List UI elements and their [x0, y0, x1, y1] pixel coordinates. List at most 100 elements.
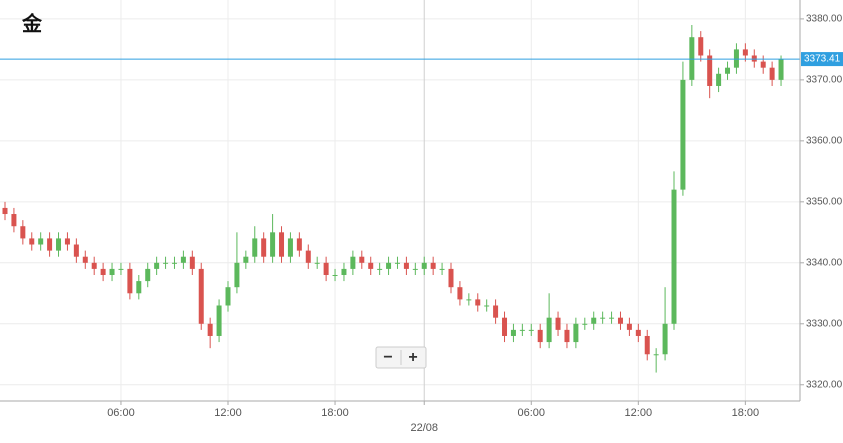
candle-body [733, 49, 739, 68]
zoom-controls: − + [375, 346, 427, 369]
candle-body [91, 262, 97, 269]
candle-body [377, 268, 383, 270]
candle-body [769, 67, 775, 80]
candle-body [421, 262, 427, 269]
candle-body [270, 232, 276, 257]
candle-body [38, 238, 44, 245]
zoom-in-button[interactable]: + [408, 349, 417, 366]
candle-body [600, 317, 606, 319]
x-tick-label: 22/08 [410, 422, 438, 434]
candle-body [626, 323, 632, 330]
candle-body [716, 73, 722, 86]
candle-body [20, 226, 26, 239]
candle-body [412, 268, 418, 270]
x-tick-label: 06:00 [107, 407, 135, 419]
y-tick-label: 3350.00 [806, 196, 843, 207]
y-tick-label: 3330.00 [806, 318, 843, 329]
candle-body [403, 262, 409, 269]
x-tick-label: 12:00 [214, 407, 242, 419]
candle-body [189, 256, 195, 269]
candle-body [163, 262, 169, 264]
candle-body [573, 323, 579, 343]
candle-body [519, 329, 525, 331]
candle-body [617, 317, 623, 324]
y-tick-label: 3360.00 [806, 135, 843, 146]
candle-body [127, 268, 133, 294]
axes: 3320.00 3330.00 3340.00 3350.00 3360.00 3370.… [107, 14, 843, 434]
candle-body [698, 37, 704, 56]
candle-body [216, 305, 222, 336]
candle-body [510, 329, 516, 336]
candle-body [502, 317, 508, 336]
candle-body [439, 268, 445, 270]
candle-body [751, 55, 757, 62]
candle-body [198, 268, 204, 324]
candle-body [154, 262, 160, 269]
candle-body [73, 244, 79, 257]
candle-body [145, 268, 151, 282]
candle-body [296, 238, 302, 251]
candle-body [484, 305, 490, 307]
candle-body [305, 250, 311, 263]
candle-body [252, 238, 258, 257]
x-tick-label: 18:00 [321, 407, 349, 419]
zoom-out-button[interactable]: − [383, 349, 392, 366]
candle-body [332, 275, 338, 276]
candle-body [742, 49, 748, 56]
candle-body [653, 354, 659, 356]
candle-body [171, 262, 177, 264]
candle-body [725, 67, 731, 74]
candle-body [591, 317, 597, 324]
candle-body [564, 329, 570, 343]
x-tick-label: 12:00 [625, 407, 653, 419]
candle-body [287, 238, 293, 257]
candle-body [644, 335, 650, 355]
candle-body [234, 262, 240, 288]
candle-body [136, 281, 142, 294]
candle-body [493, 305, 499, 318]
y-tick-label: 3370.00 [806, 75, 843, 86]
candle-body [457, 287, 463, 300]
candle-body [671, 189, 677, 324]
candle-body [635, 329, 641, 336]
grid [0, 0, 800, 401]
candle-body [261, 238, 267, 257]
candle-body [680, 79, 686, 190]
candle-body [323, 262, 329, 275]
x-tick-label: 06:00 [518, 407, 546, 419]
last-price-label: 3373.41 [804, 54, 841, 65]
y-tick-label: 3320.00 [806, 379, 843, 390]
chart-title: 金 [21, 11, 43, 35]
candle-body [82, 256, 88, 263]
candle-body [546, 317, 552, 343]
candle-body [350, 256, 356, 269]
candle-body [475, 299, 481, 306]
candle-body [448, 268, 454, 288]
candle-body [528, 329, 534, 331]
candle-body [555, 317, 561, 330]
candle-body [760, 61, 766, 68]
candle-body [394, 262, 400, 264]
candle-body [359, 256, 365, 263]
y-tick-label: 3380.00 [806, 14, 843, 25]
candle-body [778, 59, 784, 80]
last-price-box [801, 52, 843, 67]
candle-body [537, 329, 543, 343]
candle-body [180, 256, 186, 263]
candle-body [314, 262, 320, 264]
candle-body [11, 214, 17, 227]
candle-body [56, 238, 62, 251]
candle-body [386, 262, 392, 269]
candle-body [582, 323, 588, 325]
candle-body [47, 238, 53, 251]
candle-body [243, 256, 249, 263]
candle-body [466, 299, 472, 301]
candle-body [118, 268, 124, 270]
x-tick-label: 18:00 [732, 407, 760, 419]
y-tick-label: 3340.00 [806, 257, 843, 268]
candle-body [689, 37, 695, 80]
candle-body [609, 317, 615, 319]
candles [0, 25, 800, 373]
